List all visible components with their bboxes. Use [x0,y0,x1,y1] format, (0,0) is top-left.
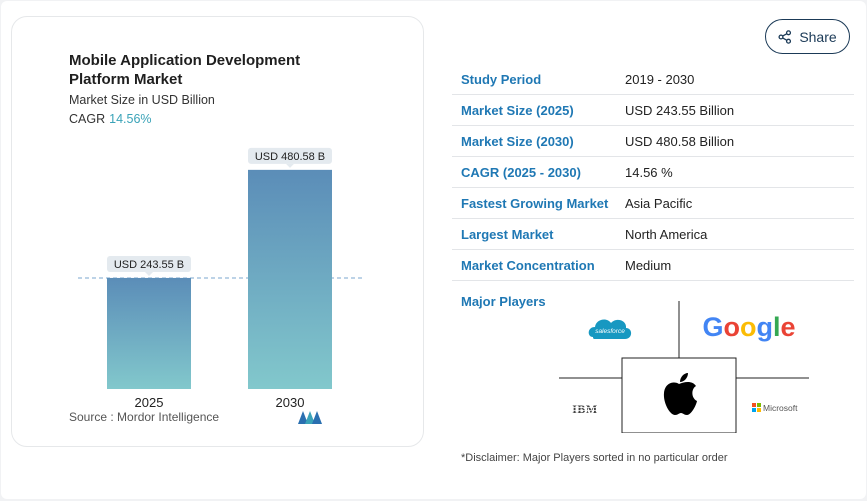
stat-value: USD 480.58 Billion [625,133,735,149]
ibm-text: IBM [572,402,598,416]
microsoft-text: Microsoft [763,403,798,413]
salesforce-logo: salesforce [588,319,632,339]
data-label-pointer [145,271,153,276]
chart-card [11,16,424,447]
tick-label: 2030 [276,395,305,410]
microsoft-logo: Microsoft [752,403,798,413]
stat-label: Market Size (2030) [461,133,574,149]
tick-label: 2025 [135,395,164,410]
stat-label: Fastest Growing Market [461,195,609,211]
stat-label: CAGR (2025 - 2030) [461,164,581,180]
stat-row-largest-market: Largest Market North America [452,219,854,250]
bar-2025 [107,277,191,389]
share-button[interactable]: Share [765,19,850,54]
data-label-bg [107,255,191,272]
chart-title: Mobile Application Development Platform … [69,52,301,88]
stat-row-study-period: Study Period 2019 - 2030 [452,64,854,95]
major-players-grid: salesforce Google IBM Microsoft [559,301,809,433]
stat-row-market-size-2025: Market Size (2025) USD 243.55 Billion [452,95,854,126]
ibm-logo: IBM [572,402,599,416]
data-label-pointer [286,163,294,168]
stat-label: Market Concentration [461,257,595,273]
salesforce-text: salesforce [595,328,625,335]
stat-row-market-size-2030: Market Size (2030) USD 480.58 Billion [452,126,854,157]
google-logo: Google [702,312,795,342]
apple-logo [663,373,697,415]
stat-value: USD 243.55 Billion [625,102,735,118]
stat-label: Market Size (2025) [461,102,574,118]
stat-value: Medium [625,257,672,273]
stat-row-cagr: CAGR (2025 - 2030) 14.56 % [452,157,854,188]
bar-2030 [248,169,332,389]
share-icon [778,29,792,44]
cagr-label: CAGR [69,112,106,126]
disclaimer: *Disclaimer: Major Players sorted in no … [461,452,728,464]
mordor-logo-icon [298,411,322,424]
stat-value: 14.56 % [625,164,673,180]
share-label: Share [799,28,837,45]
stat-value: Asia Pacific [625,195,693,211]
bar-chart: USD 243.55 B 2025 USD 480.58 B 2030 [78,147,363,410]
google-text: Google [702,312,795,342]
stats-table: Study Period 2019 - 2030 Market Size (20… [452,64,854,281]
chart-source: Source : Mordor Intelligence [69,410,220,424]
stat-value: North America [625,226,708,242]
stat-value: 2019 - 2030 [625,71,695,87]
chart-subtitle: Market Size in USD Billion [69,93,215,107]
data-label-bg [248,147,332,164]
cagr-value: 14.56% [109,112,152,126]
stat-row-fastest-growing: Fastest Growing Market Asia Pacific [452,188,854,219]
data-label: USD 480.58 B [255,151,325,163]
chart-cagr: CAGR 14.56% [69,112,152,126]
stat-label: Largest Market [461,226,554,242]
major-players-label: Major Players [461,294,546,309]
stat-label: Study Period [461,71,542,87]
data-label: USD 243.55 B [114,259,184,271]
stat-row-concentration: Market Concentration Medium [452,250,854,281]
